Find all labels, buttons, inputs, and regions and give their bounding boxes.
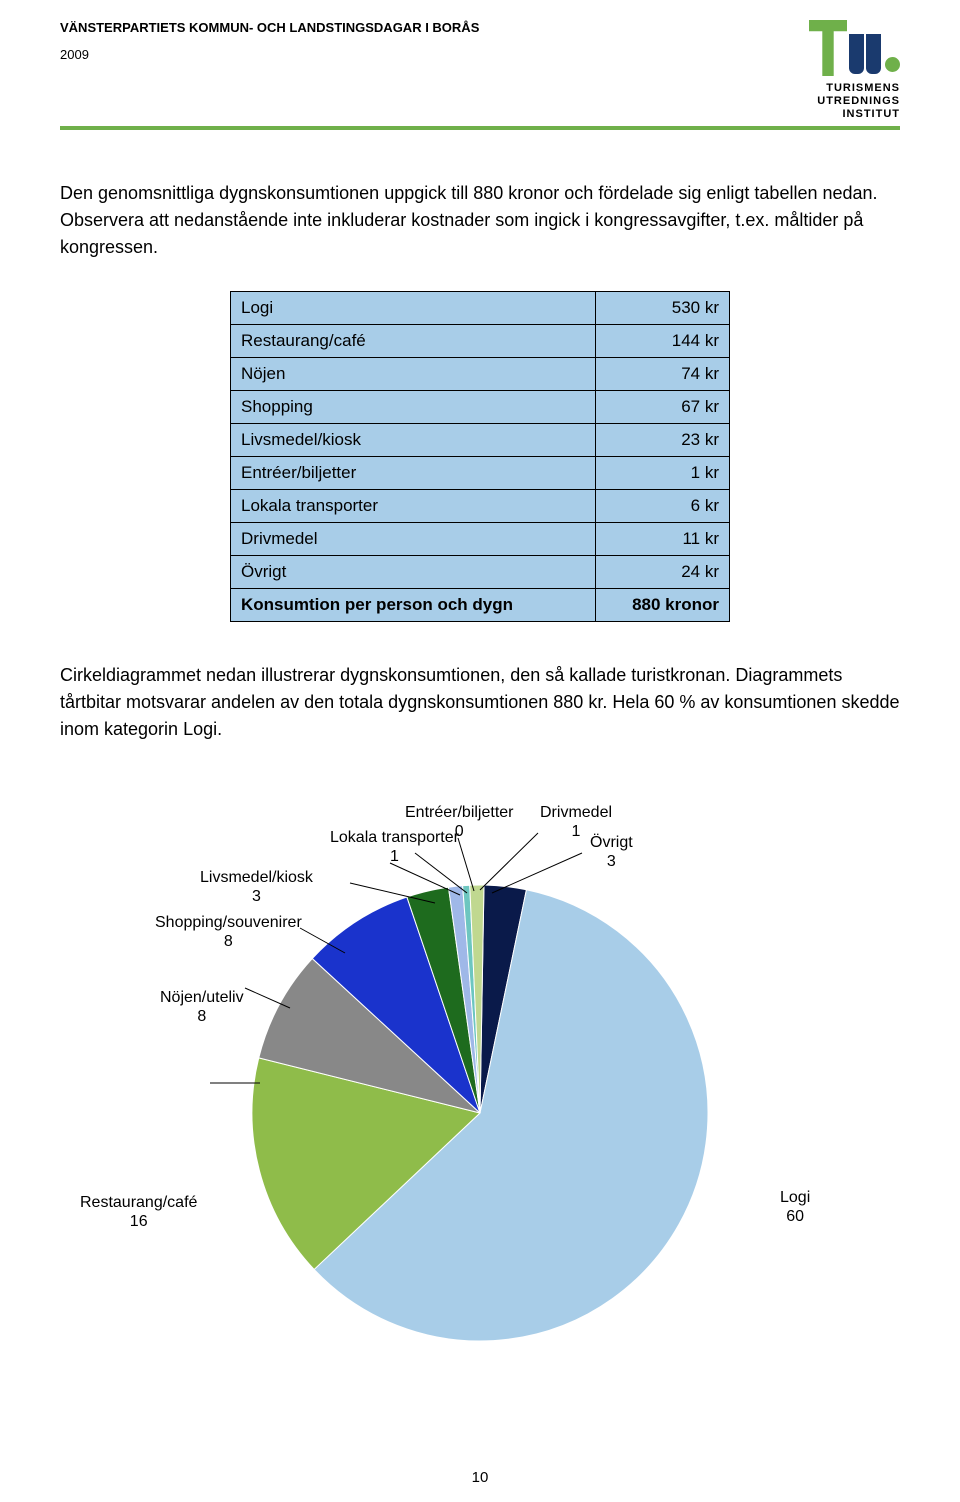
table-row: Restaurang/café144 kr xyxy=(231,324,730,357)
pie-chart xyxy=(250,883,710,1343)
table-cell-value: 24 kr xyxy=(595,555,729,588)
table-cell-label: Logi xyxy=(231,291,596,324)
table-cell-label: Restaurang/café xyxy=(231,324,596,357)
table-cell-label: Lokala transporter xyxy=(231,489,596,522)
page-header: VÄNSTERPARTIETS KOMMUN- OCH LANDSTINGSDA… xyxy=(60,20,900,130)
logo-u-icon xyxy=(849,34,900,74)
table-total-row: Konsumtion per person och dygn880 kronor xyxy=(231,588,730,621)
table-row: Drivmedel11 kr xyxy=(231,522,730,555)
header-left: VÄNSTERPARTIETS KOMMUN- OCH LANDSTINGSDA… xyxy=(60,20,479,62)
paragraph-2: Cirkeldiagrammet nedan illustrerar dygns… xyxy=(60,662,900,743)
lbl-rest: Restaurang/café16 xyxy=(80,1193,197,1231)
logo-line2: UTREDNINGS xyxy=(817,95,900,108)
table-cell-label: Livsmedel/kiosk xyxy=(231,423,596,456)
consumption-table: Logi530 krRestaurang/café144 krNöjen74 k… xyxy=(230,291,730,622)
table-cell-label: Shopping xyxy=(231,390,596,423)
table-total-value: 880 kronor xyxy=(595,588,729,621)
table-cell-label: Entréer/biljetter xyxy=(231,456,596,489)
table-cell-value: 74 kr xyxy=(595,357,729,390)
lbl-shop: Shopping/souvenirer8 xyxy=(155,913,302,951)
table-row: Lokala transporter6 kr xyxy=(231,489,730,522)
logo-t-icon xyxy=(809,20,847,76)
header-year: 2009 xyxy=(60,47,479,62)
table-cell-value: 23 kr xyxy=(595,423,729,456)
lbl-nojen: Nöjen/uteliv8 xyxy=(160,988,244,1026)
paragraph-1: Den genomsnittliga dygnskonsumtionen upp… xyxy=(60,180,900,261)
table-row: Nöjen74 kr xyxy=(231,357,730,390)
table-cell-value: 144 kr xyxy=(595,324,729,357)
lbl-ovrigt: Övrigt3 xyxy=(590,833,633,871)
pie-chart-area: Lokala transporter1 Entréer/biljetter0 D… xyxy=(60,773,900,1333)
logo: TURISMENS UTREDNINGS INSTITUT xyxy=(809,20,900,122)
logo-line1: TURISMENS xyxy=(817,82,900,95)
table-row: Entréer/biljetter1 kr xyxy=(231,456,730,489)
page-number: 10 xyxy=(472,1469,489,1486)
table-cell-value: 530 kr xyxy=(595,291,729,324)
logo-text: TURISMENS UTREDNINGS INSTITUT xyxy=(817,82,900,122)
logo-mark xyxy=(809,20,900,76)
lbl-livs: Livsmedel/kiosk3 xyxy=(200,868,313,906)
table-cell-value: 1 kr xyxy=(595,456,729,489)
table-cell-label: Drivmedel xyxy=(231,522,596,555)
logo-line3: INSTITUT xyxy=(817,108,900,121)
table-row: Shopping67 kr xyxy=(231,390,730,423)
table-cell-label: Övrigt xyxy=(231,555,596,588)
table-row: Övrigt24 kr xyxy=(231,555,730,588)
table-cell-value: 67 kr xyxy=(595,390,729,423)
header-right: TURISMENS UTREDNINGS INSTITUT xyxy=(809,20,900,122)
table-cell-label: Nöjen xyxy=(231,357,596,390)
table-cell-value: 6 kr xyxy=(595,489,729,522)
lbl-logi: Logi60 xyxy=(780,1188,810,1226)
table-cell-value: 11 kr xyxy=(595,522,729,555)
header-title: VÄNSTERPARTIETS KOMMUN- OCH LANDSTINGSDA… xyxy=(60,20,479,35)
table-row: Logi530 kr xyxy=(231,291,730,324)
table-row: Livsmedel/kiosk23 kr xyxy=(231,423,730,456)
table-total-label: Konsumtion per person och dygn xyxy=(231,588,596,621)
lbl-entre: Entréer/biljetter0 xyxy=(405,803,514,841)
